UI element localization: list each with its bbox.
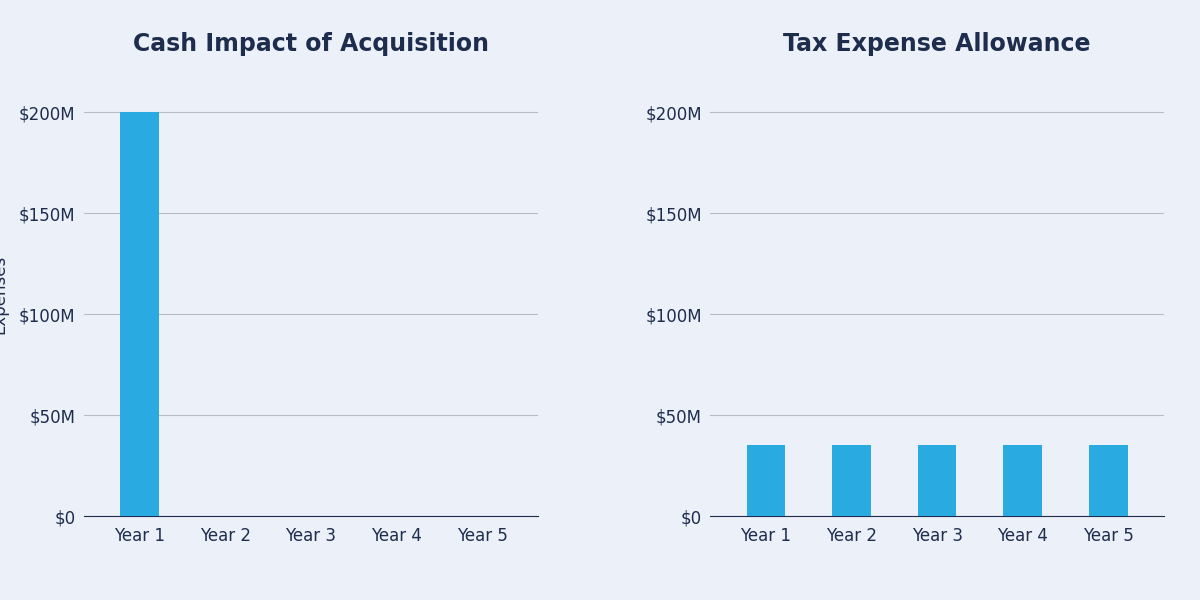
Bar [120,112,158,516]
Y-axis label: Expenses: Expenses [0,254,8,334]
Bar [1090,445,1128,516]
Title: Cash Impact of Acquisition: Cash Impact of Acquisition [133,32,488,56]
Bar [918,445,956,516]
Bar [746,445,785,516]
Bar [833,445,871,516]
Title: Tax Expense Allowance: Tax Expense Allowance [784,32,1091,56]
Bar [1003,445,1042,516]
